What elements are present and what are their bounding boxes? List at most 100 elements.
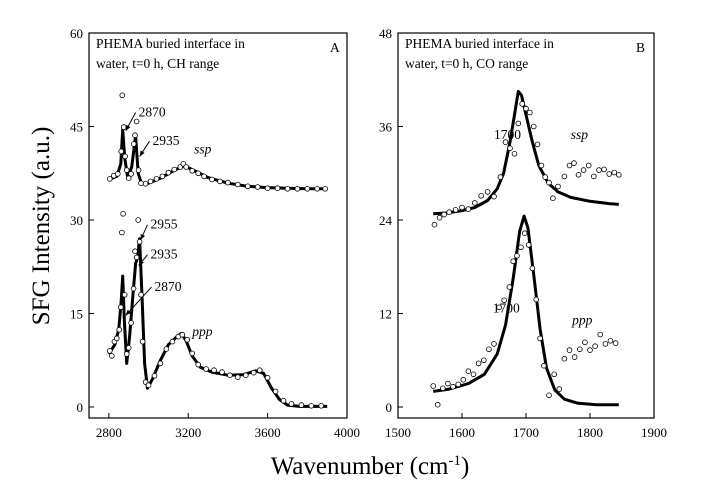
panel-a-ssp-data-point xyxy=(138,180,144,187)
panel-b-ppp-data-point xyxy=(506,284,513,290)
panel-a-ssp-data-point xyxy=(118,148,124,155)
panel-b-ppp-data-point xyxy=(546,392,552,399)
panel-b-ppp-data-point xyxy=(460,376,467,383)
panel-a-ppp-data-point xyxy=(235,374,241,380)
panel-b-ppp-data-point xyxy=(510,258,517,265)
panel-a-ppp-data-point xyxy=(308,402,315,409)
panel-a-ppp-data-point xyxy=(243,372,249,379)
panel-a-ssp-data-point xyxy=(264,185,271,192)
panel-a-ssp-data-point xyxy=(153,176,160,182)
panel-a-ppp-data-point xyxy=(203,366,209,372)
panel-a-annotation-arrowhead xyxy=(138,259,144,266)
panel-b-ppp-data-point xyxy=(566,347,573,353)
panel-a-ssp-data-point xyxy=(128,171,134,177)
panel-b-title-line2: water, t=0 h, CO range xyxy=(405,56,528,71)
panel-b-ssp-data-point xyxy=(523,105,529,112)
panel-a-ppp-data-point xyxy=(114,335,120,342)
panel-a-xtick-label: 3200 xyxy=(175,425,201,440)
panel-b-ssp-data-point xyxy=(561,173,568,180)
x-axis-title: Wavenumber (cm-1) xyxy=(271,453,470,480)
panel-b-ppp-data-point xyxy=(571,354,578,360)
y-axis-title: SFG Intensity (a.u.) xyxy=(28,127,55,326)
panel-b-ssp-data-point xyxy=(555,183,561,190)
panel-a-ssp-label: ssp xyxy=(194,141,212,156)
panel-a-ssp-data-point xyxy=(122,153,128,160)
panel-a-ssp-data-point xyxy=(225,179,231,186)
panel-a-ssp-data-point xyxy=(125,175,132,182)
panel-a-ppp-data-point xyxy=(120,211,126,217)
panel-b-ppp-data-point xyxy=(592,343,598,350)
panel-a-ssp-data-point xyxy=(304,186,311,192)
panel-b-ssp-data-point xyxy=(507,145,513,152)
panel-b-ppp-data-point xyxy=(525,242,532,248)
panel-a-annotation-label: 2935 xyxy=(151,247,178,262)
panel-a-ppp-data-point xyxy=(130,285,137,292)
panel-b-ytick-label: 0 xyxy=(386,400,393,415)
panel-a-title-line2: water, t=0 h, CH range xyxy=(96,56,219,71)
panel-b-ssp-label: ssp xyxy=(571,127,589,142)
panel-a-ssp-data-point xyxy=(119,92,126,99)
panel-b-ppp-label: ppp xyxy=(571,312,593,327)
panel-b-ssp-data-point xyxy=(484,189,491,195)
panel-b-ppp-data-point xyxy=(541,362,547,369)
panel-a-ytick-label: 0 xyxy=(77,400,84,415)
panel-b-ppp-data-point xyxy=(602,341,609,347)
panel-b-ytick-label: 36 xyxy=(379,120,393,135)
panel-a-ppp-data-point xyxy=(195,361,202,368)
panel-b-xtick-label: 1700 xyxy=(513,425,539,440)
panel-b-ytick-label: 48 xyxy=(379,26,392,41)
panel-b-ssp-data-point xyxy=(546,179,552,186)
panel-a-ssp-data-point xyxy=(147,178,154,185)
panel-a-ppp-data-point xyxy=(280,397,287,404)
panel-b-ppp-data-point xyxy=(556,386,563,392)
panel-b-ssp-data-point xyxy=(571,160,577,166)
panel-a-ssp-data-point xyxy=(254,184,261,190)
panel-a-annotation-label: 2935 xyxy=(153,133,180,148)
panel-b-ssp-data-point xyxy=(452,207,459,213)
panel-a-annotation-arrow xyxy=(125,286,152,316)
panel-b-ssp-data-point xyxy=(530,123,537,130)
panel-a-ppp-data-point xyxy=(139,338,146,345)
panel-a-xtick-label: 2800 xyxy=(96,425,122,440)
panel-a-ppp-data-point xyxy=(132,248,138,255)
panel-a-xtick-label: 4000 xyxy=(334,425,360,440)
panel-a-ppp-data-point xyxy=(121,291,128,298)
panel-b-ppp-data-point xyxy=(475,360,482,367)
panel-b-ssp-data-point xyxy=(465,206,472,212)
panel-a-annotation-arrowhead xyxy=(125,309,132,316)
panel-b-ssp-fit-line xyxy=(433,89,619,216)
panel-b-ssp-data-point xyxy=(478,193,485,199)
panel-b-ppp-data-point xyxy=(496,304,502,311)
panel-a-annotation-arrowhead xyxy=(125,124,131,131)
panel-a-ppp-data-point xyxy=(211,367,217,374)
panel-b-ssp-data-point xyxy=(542,174,548,180)
panel-a-ssp-data-point xyxy=(314,186,321,192)
panel-a-ppp-data-point xyxy=(109,353,115,359)
panel-b-ppp-data-point xyxy=(445,380,451,387)
panel-a-ppp-data-point xyxy=(288,401,295,407)
panel-a-ytick-label: 15 xyxy=(70,307,83,322)
panel-b-ppp-data-point xyxy=(486,346,492,353)
panel-b-ppp-data-point xyxy=(561,355,568,362)
panel-b-ssp-data-point xyxy=(436,214,443,221)
panel-b-ppp-data-point xyxy=(470,371,477,378)
panel-a-ppp-data-point xyxy=(298,402,305,408)
panel-a-annotation-label: 2870 xyxy=(139,105,166,120)
panel-a-ppp-data-point xyxy=(138,291,144,298)
panel-a-ppp-label: ppp xyxy=(191,324,213,339)
panel-a-annotation-arrowhead xyxy=(139,150,145,157)
panel-b-ssp-data-point xyxy=(611,169,618,176)
panel-a-ytick-label: 45 xyxy=(70,120,83,135)
panel-a-ssp-data-point xyxy=(183,164,190,170)
panel-a-ppp-data-point xyxy=(107,348,113,354)
panel-b-ppp-data-point xyxy=(430,383,437,389)
panel-a-ssp-data-point xyxy=(142,181,149,187)
panel-a-ppp-data-point xyxy=(157,360,164,367)
panel-a-ssp-data-point xyxy=(209,176,215,183)
panel-a-ppp-data-point xyxy=(250,369,257,376)
panel-a-ppp-data-point xyxy=(145,382,152,389)
panel-b-ppp-data-point xyxy=(501,297,508,304)
panel-b-ssp-data-point xyxy=(538,162,545,169)
panel-b-ytick-label: 24 xyxy=(379,213,393,228)
